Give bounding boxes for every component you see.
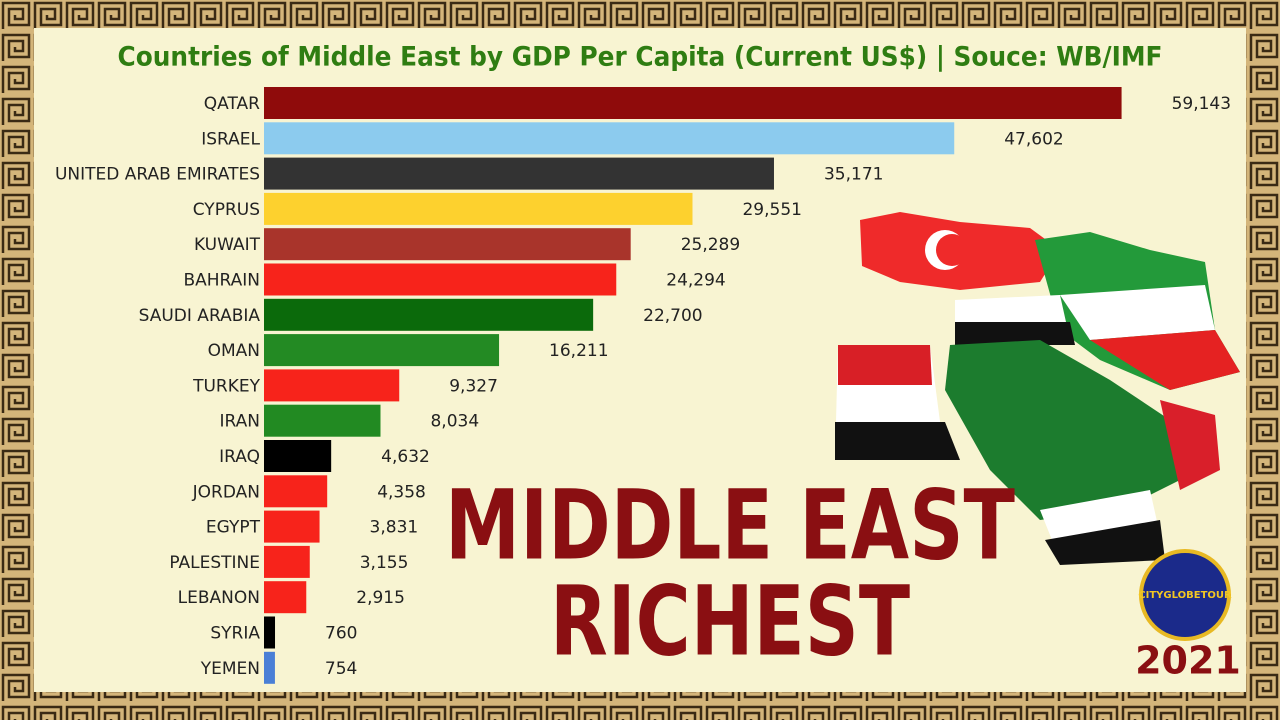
value-label: 3,831 bbox=[370, 518, 419, 538]
map-illustration bbox=[835, 212, 1240, 565]
value-label: 4,358 bbox=[377, 482, 426, 502]
bar bbox=[264, 404, 381, 437]
category-label: CYPRUS bbox=[193, 200, 260, 220]
value-label: 24,294 bbox=[666, 271, 725, 291]
bar bbox=[264, 157, 774, 190]
bar bbox=[264, 440, 332, 472]
bar bbox=[264, 192, 693, 225]
bar bbox=[264, 651, 275, 684]
category-label: SYRIA bbox=[210, 624, 260, 644]
value-label: 8,034 bbox=[430, 412, 479, 432]
category-label: IRAN bbox=[220, 412, 260, 432]
category-label: YEMEN bbox=[200, 659, 260, 679]
category-label: UNITED ARAB EMIRATES bbox=[55, 165, 260, 185]
value-label: 760 bbox=[325, 624, 357, 644]
headline: MIDDLE EAST bbox=[445, 469, 1015, 581]
bar bbox=[264, 510, 320, 543]
bar bbox=[264, 369, 400, 402]
value-label: 59,143 bbox=[1172, 94, 1231, 114]
category-label: SAUDI ARABIA bbox=[139, 306, 261, 326]
category-label: EGYPT bbox=[206, 518, 261, 538]
bar bbox=[264, 581, 307, 614]
bar bbox=[264, 545, 310, 578]
bar bbox=[264, 122, 955, 155]
value-label: 3,155 bbox=[360, 553, 409, 573]
category-label: IRAQ bbox=[219, 447, 260, 467]
value-label: 47,602 bbox=[1004, 129, 1063, 149]
category-label: ISRAEL bbox=[201, 129, 260, 149]
value-label: 2,915 bbox=[356, 588, 405, 608]
category-label: OMAN bbox=[208, 341, 260, 361]
bar bbox=[264, 475, 328, 508]
value-label: 35,171 bbox=[824, 165, 883, 185]
bar bbox=[264, 298, 594, 331]
category-label: QATAR bbox=[204, 94, 260, 114]
value-label: 25,289 bbox=[681, 235, 740, 255]
category-label: BAHRAIN bbox=[183, 271, 260, 291]
value-label: 754 bbox=[325, 659, 357, 679]
year: 2021 bbox=[1135, 639, 1241, 683]
logo-text: CITYGLOBETOUR bbox=[1138, 590, 1232, 601]
value-label: 9,327 bbox=[449, 376, 498, 396]
value-label: 4,632 bbox=[381, 447, 430, 467]
category-label: TURKEY bbox=[192, 376, 261, 396]
category-label: KUWAIT bbox=[194, 235, 261, 255]
category-label: JORDAN bbox=[192, 482, 260, 502]
bar bbox=[264, 334, 500, 367]
bar bbox=[264, 616, 276, 649]
value-label: 29,551 bbox=[742, 200, 801, 220]
bar bbox=[264, 228, 631, 261]
bar bbox=[264, 87, 1122, 119]
category-label: PALESTINE bbox=[169, 553, 260, 573]
value-label: 22,700 bbox=[643, 306, 702, 326]
chart-title: Countries of Middle East by GDP Per Capi… bbox=[118, 42, 1163, 73]
logo bbox=[1139, 549, 1231, 641]
headline: RICHEST bbox=[550, 565, 910, 677]
category-label: LEBANON bbox=[178, 588, 260, 608]
bar bbox=[264, 263, 617, 296]
value-label: 16,211 bbox=[549, 341, 608, 361]
